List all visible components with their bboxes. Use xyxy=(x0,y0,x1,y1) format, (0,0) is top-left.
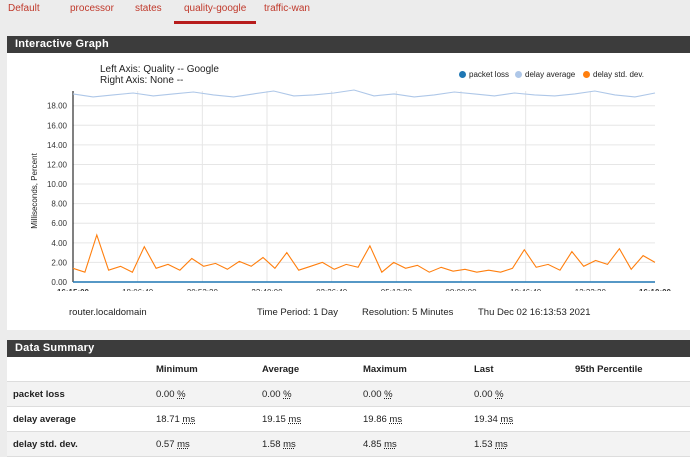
col-header-maximum: Maximum xyxy=(362,357,473,382)
tab-default[interactable]: Default xyxy=(8,3,40,14)
tab-states[interactable]: states xyxy=(135,3,162,14)
x-tick-label: 13:33:20 xyxy=(575,288,607,291)
legend-delay-average[interactable]: delay average xyxy=(515,70,575,79)
graph-timestamp: Thu Dec 02 16:13:53 2021 xyxy=(478,307,591,318)
x-tick-label: 10:46:40 xyxy=(510,288,542,291)
row-label: delay average xyxy=(7,406,155,432)
table-row: delay std. dev. 0.57 ms 1.58 ms 4.85 ms … xyxy=(7,431,690,457)
cell-minimum: 0.00 % xyxy=(155,381,261,407)
right-axis-label: Right Axis: None -- xyxy=(100,75,184,86)
cell-95th xyxy=(574,406,690,432)
x-tick-label: 08:00:00 xyxy=(445,288,477,291)
series-line-delay-std-dev xyxy=(72,233,656,274)
delay-stddev-dot-icon xyxy=(583,71,590,79)
cell-average: 19.15 ms xyxy=(261,406,362,432)
cell-average: 1.58 ms xyxy=(261,431,362,457)
cell-last: 19.34 ms xyxy=(473,406,574,432)
table-row: delay average 18.71 ms 19.15 ms 19.86 ms… xyxy=(7,406,690,432)
y-tick-label: 18.00 xyxy=(47,102,68,111)
left-axis-label: Left Axis: Quality -- Google xyxy=(100,64,219,75)
y-tick-label: 2.00 xyxy=(51,258,67,267)
y-tick-label: 0.00 xyxy=(51,278,67,287)
panel-title: Interactive Graph xyxy=(7,36,690,53)
host-name: router.localdomain xyxy=(69,307,147,318)
col-header-average: Average xyxy=(261,357,362,382)
cell-average: 0.00 % xyxy=(261,381,362,407)
resolution[interactable]: Resolution: 5 Minutes xyxy=(362,307,454,318)
time-period[interactable]: Time Period: 1 Day xyxy=(257,307,338,318)
x-tick-label: 16:15:00 xyxy=(57,288,90,291)
cell-maximum: 19.86 ms xyxy=(362,406,473,432)
table-row: packet loss 0.00 % 0.00 % 0.00 % 0.00 % xyxy=(7,381,690,407)
y-tick-label: 14.00 xyxy=(47,141,68,150)
row-label: packet loss xyxy=(7,381,155,407)
delay-average-dot-icon xyxy=(515,71,522,79)
col-header-minimum: Minimum xyxy=(155,357,261,382)
tab-quality-google[interactable]: quality-google xyxy=(174,3,257,24)
cell-minimum: 0.57 ms xyxy=(155,431,261,457)
interactive-graph-panel: Interactive Graph Left Axis: Quality -- … xyxy=(7,36,690,330)
x-tick-label: 16:10:00 xyxy=(639,288,672,291)
col-header xyxy=(7,357,155,382)
summary-header-row: Minimum Average Maximum Last 95th Percen… xyxy=(7,357,690,382)
col-header-95th: 95th Percentile xyxy=(574,357,690,382)
y-tick-label: 4.00 xyxy=(51,239,67,248)
x-tick-label: 18:06:40 xyxy=(122,288,154,291)
y-tick-label: 12.00 xyxy=(47,160,68,169)
summary-table: Minimum Average Maximum Last 95th Percen… xyxy=(7,357,690,457)
y-tick-label: 16.00 xyxy=(47,121,68,130)
packet-loss-dot-icon xyxy=(459,71,466,79)
y-tick-label: 8.00 xyxy=(51,200,67,209)
col-header-last: Last xyxy=(473,357,574,382)
tab-processor[interactable]: processor xyxy=(70,3,114,14)
tab-bar: Default processor states quality-google … xyxy=(0,0,690,26)
legend-packet-loss[interactable]: packet loss xyxy=(459,70,509,79)
x-tick-label: 20:53:20 xyxy=(187,288,219,291)
y-tick-label: 6.00 xyxy=(51,219,67,228)
legend-delay-stddev[interactable]: delay std. dev. xyxy=(583,70,644,79)
y-tick-label: 10.00 xyxy=(47,180,68,189)
cell-95th xyxy=(574,381,690,407)
cell-maximum: 0.00 % xyxy=(362,381,473,407)
x-tick-label: 23:40:00 xyxy=(251,288,283,291)
cell-maximum: 4.85 ms xyxy=(362,431,473,457)
cell-minimum: 18.71 ms xyxy=(155,406,261,432)
data-summary-panel: Data Summary Minimum Average Maximum Las… xyxy=(7,340,690,457)
cell-95th xyxy=(574,431,690,457)
row-label: delay std. dev. xyxy=(7,431,155,457)
cell-last: 0.00 % xyxy=(473,381,574,407)
tab-traffic-wan[interactable]: traffic-wan xyxy=(264,3,310,14)
series-line-delay-average xyxy=(72,89,656,98)
x-tick-label: 02:26:40 xyxy=(316,288,348,291)
y-axis-label: Milliseconds, Percent xyxy=(30,152,39,228)
cell-last: 1.53 ms xyxy=(473,431,574,457)
x-tick-label: 05:13:20 xyxy=(381,288,413,291)
panel-title: Data Summary xyxy=(7,340,690,357)
quality-chart[interactable]: 0.00 2.00 4.00 6.00 8.00 10.00 12.00 14.00 16.00… xyxy=(7,36,690,291)
